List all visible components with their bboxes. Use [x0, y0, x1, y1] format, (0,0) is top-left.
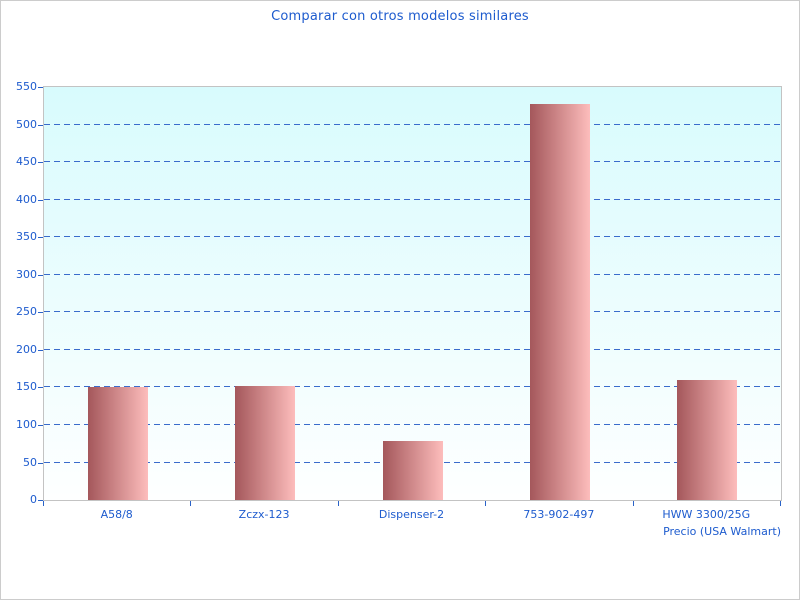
- gridline-200: [44, 348, 781, 350]
- plot-area: [43, 86, 782, 501]
- y-tick-mark-100: [38, 424, 43, 426]
- y-tick-mark-350: [38, 237, 43, 239]
- y-tick-mark-200: [38, 349, 43, 351]
- y-tick-mark-400: [38, 199, 43, 201]
- y-tick-label-200: 200: [16, 342, 37, 356]
- y-tick-mark-450: [38, 162, 43, 164]
- y-tick-mark-50: [38, 462, 43, 464]
- bar-753-902-497: [529, 104, 590, 500]
- gridline-300: [44, 273, 781, 275]
- y-tick-mark-550: [38, 87, 43, 88]
- bar-A58/8: [87, 387, 148, 500]
- x-tick-mark-3: [485, 501, 487, 506]
- x-tick-mark-0: [43, 501, 44, 506]
- gridline-100: [44, 423, 781, 425]
- x-tick-label-Dispenser-2: Dispenser-2: [378, 508, 445, 521]
- y-tick-mark-300: [38, 274, 43, 276]
- y-tick-label-400: 400: [16, 192, 37, 206]
- bar-Zczx-123: [235, 385, 296, 500]
- y-tick-label-0: 0: [30, 493, 37, 506]
- y-tick-mark-250: [38, 312, 43, 314]
- y-tick-label-150: 150: [16, 380, 37, 394]
- y-tick-label-500: 500: [16, 117, 37, 131]
- bar-HWW 3300/25G: [677, 379, 738, 500]
- y-tick-mark-500: [38, 124, 43, 126]
- x-tick-label-A58/8: A58/8: [100, 508, 133, 521]
- bar-Dispenser-2: [382, 441, 443, 500]
- gridline-150: [44, 386, 781, 388]
- gridline-400: [44, 198, 781, 200]
- y-tick-mark-0: [38, 500, 43, 501]
- x-axis-title: Precio (USA Walmart): [663, 525, 781, 538]
- chart-title: Comparar con otros modelos similares: [271, 9, 529, 24]
- x-tick-label-753-902-497: 753-902-497: [523, 508, 595, 521]
- gridline-450: [44, 161, 781, 163]
- y-tick-label-550: 550: [16, 80, 37, 93]
- y-tick-mark-150: [38, 387, 43, 389]
- x-tick-mark-2: [337, 501, 339, 506]
- x-tick-label-Zczx-123: Zczx-123: [238, 508, 290, 521]
- y-tick-label-300: 300: [16, 267, 37, 281]
- y-tick-label-450: 450: [16, 155, 37, 169]
- y-tick-label-350: 350: [16, 230, 37, 244]
- gridline-500: [44, 123, 781, 125]
- y-tick-label-100: 100: [16, 417, 37, 431]
- y-tick-label-250: 250: [16, 305, 37, 319]
- x-tick-mark-5: [780, 501, 781, 506]
- x-tick-mark-1: [190, 501, 192, 506]
- x-tick-mark-4: [632, 501, 634, 506]
- gridline-350: [44, 236, 781, 238]
- y-tick-label-50: 50: [23, 455, 37, 469]
- gridline-250: [44, 311, 781, 313]
- x-tick-label-HWW 3300/25G: HWW 3300/25G: [662, 508, 751, 521]
